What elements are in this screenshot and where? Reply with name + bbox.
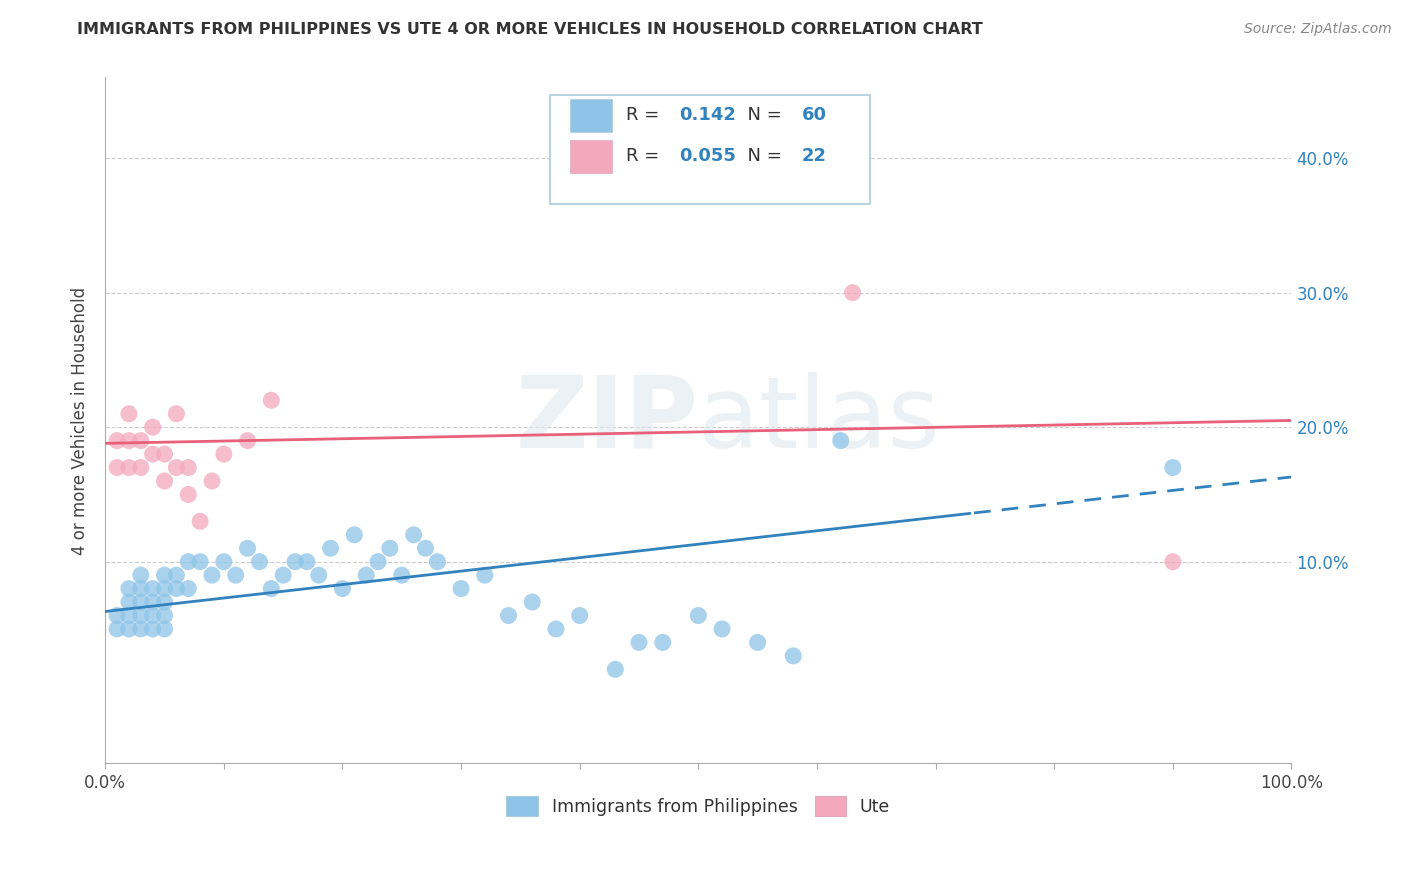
Point: [165, 582, 187, 596]
Point: [118, 582, 141, 596]
Point: [343, 528, 366, 542]
Point: [105, 460, 128, 475]
Point: [391, 568, 413, 582]
Point: [129, 622, 152, 636]
Point: [142, 622, 165, 636]
Point: [129, 568, 152, 582]
Point: [688, 608, 710, 623]
Point: [651, 635, 673, 649]
Point: [841, 285, 863, 300]
Point: [498, 608, 520, 623]
Point: [142, 608, 165, 623]
Point: [284, 555, 307, 569]
Point: [260, 393, 283, 408]
Point: [129, 434, 152, 448]
Point: [1161, 555, 1184, 569]
Point: [165, 407, 187, 421]
Point: [212, 555, 235, 569]
Point: [332, 582, 354, 596]
Point: [153, 568, 176, 582]
Point: [153, 582, 176, 596]
Point: [260, 582, 283, 596]
Point: [415, 541, 437, 556]
Point: [271, 568, 294, 582]
Legend: Immigrants from Philippines, Ute: Immigrants from Philippines, Ute: [499, 789, 897, 823]
Text: atlas: atlas: [699, 372, 941, 469]
Point: [426, 555, 449, 569]
Point: [153, 595, 176, 609]
Text: IMMIGRANTS FROM PHILIPPINES VS UTE 4 OR MORE VEHICLES IN HOUSEHOLD CORRELATION C: IMMIGRANTS FROM PHILIPPINES VS UTE 4 OR …: [77, 22, 983, 37]
FancyBboxPatch shape: [571, 99, 612, 132]
Point: [153, 608, 176, 623]
Point: [118, 407, 141, 421]
Point: [1161, 460, 1184, 475]
Point: [118, 608, 141, 623]
Point: [367, 555, 389, 569]
FancyBboxPatch shape: [550, 95, 870, 204]
Point: [236, 434, 259, 448]
Point: [212, 447, 235, 461]
Y-axis label: 4 or more Vehicles in Household: 4 or more Vehicles in Household: [72, 286, 89, 555]
Point: [105, 608, 128, 623]
Point: [450, 582, 472, 596]
Point: [188, 555, 211, 569]
Text: 60: 60: [801, 106, 827, 124]
Text: R =: R =: [626, 147, 665, 165]
Point: [165, 568, 187, 582]
Point: [225, 568, 247, 582]
Text: N =: N =: [737, 106, 787, 124]
Point: [605, 662, 627, 676]
Point: [177, 460, 200, 475]
Point: [165, 460, 187, 475]
Point: [118, 434, 141, 448]
Point: [354, 568, 377, 582]
Point: [308, 568, 330, 582]
Point: [118, 595, 141, 609]
Text: 22: 22: [801, 147, 827, 165]
Point: [201, 568, 224, 582]
Point: [249, 555, 271, 569]
Point: [118, 460, 141, 475]
Text: 0.142: 0.142: [679, 106, 737, 124]
Point: [295, 555, 318, 569]
Point: [153, 447, 176, 461]
Point: [153, 622, 176, 636]
FancyBboxPatch shape: [571, 140, 612, 173]
Point: [129, 608, 152, 623]
Point: [544, 622, 567, 636]
Point: [378, 541, 401, 556]
Text: N =: N =: [737, 147, 787, 165]
Point: [177, 555, 200, 569]
Point: [830, 434, 852, 448]
Point: [319, 541, 342, 556]
Point: [142, 447, 165, 461]
Text: Source: ZipAtlas.com: Source: ZipAtlas.com: [1244, 22, 1392, 37]
Point: [142, 582, 165, 596]
Point: [402, 528, 425, 542]
Point: [142, 595, 165, 609]
Point: [747, 635, 769, 649]
Point: [188, 514, 211, 528]
Point: [129, 582, 152, 596]
Point: [118, 622, 141, 636]
Point: [201, 474, 224, 488]
Point: [129, 595, 152, 609]
Point: [105, 434, 128, 448]
Point: [105, 622, 128, 636]
Point: [474, 568, 496, 582]
Point: [782, 648, 804, 663]
Point: [568, 608, 591, 623]
Text: R =: R =: [626, 106, 665, 124]
Point: [522, 595, 544, 609]
Point: [236, 541, 259, 556]
Point: [153, 474, 176, 488]
Point: [711, 622, 734, 636]
Text: 0.055: 0.055: [679, 147, 737, 165]
Point: [627, 635, 650, 649]
Point: [177, 582, 200, 596]
Point: [142, 420, 165, 434]
Point: [177, 487, 200, 501]
Point: [129, 460, 152, 475]
Text: ZIP: ZIP: [516, 372, 699, 469]
